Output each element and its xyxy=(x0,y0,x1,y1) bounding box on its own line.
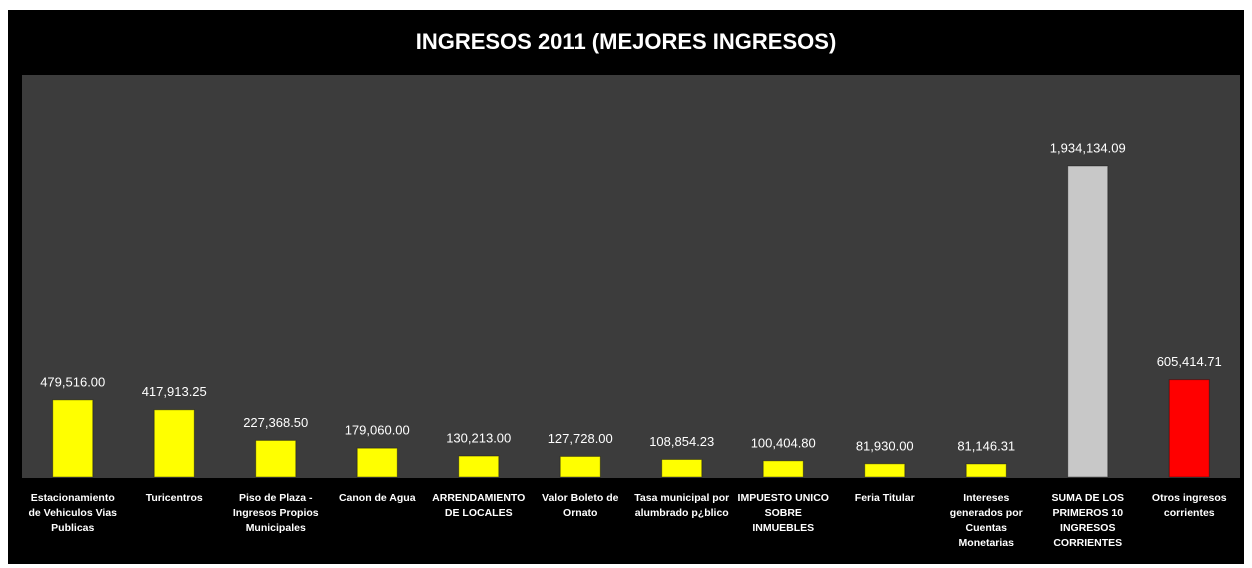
x-tick-label: IMPUESTO UNICO SOBRE INMUEBLES xyxy=(737,492,829,534)
bar xyxy=(255,439,297,478)
value-label: 417,913.25 xyxy=(142,384,207,399)
bar xyxy=(762,460,804,478)
bar xyxy=(1067,165,1109,478)
x-tick-label: Feria Titular xyxy=(854,492,915,504)
value-label: 130,213.00 xyxy=(446,430,511,445)
x-tick-label: Turicentros xyxy=(145,492,203,504)
bar xyxy=(458,455,500,478)
bar xyxy=(661,458,703,478)
x-tick-label: SUMA DE LOS PRIMEROS 10 INGRESOS CORRIEN… xyxy=(1051,492,1125,549)
value-label: 605,414.71 xyxy=(1157,354,1222,369)
x-tick-label: Canon de Agua xyxy=(338,492,416,504)
value-label: 1,934,134.09 xyxy=(1050,140,1126,155)
bar xyxy=(52,399,94,478)
x-tick-label: Intereses generados por Cuentas Monetari… xyxy=(949,492,1023,549)
x-tick-label: Piso de Plaza - Ingresos Propios Municip… xyxy=(232,492,319,534)
bar xyxy=(864,463,906,478)
bar xyxy=(1168,379,1210,478)
value-label: 81,146.31 xyxy=(957,438,1015,453)
bar xyxy=(965,463,1007,478)
x-tick-label: Valor Boleto de Ornato xyxy=(542,492,619,519)
x-tick-label: Tasa municipal por alumbrado p¿blico xyxy=(634,492,730,519)
value-label: 227,368.50 xyxy=(243,415,308,430)
bar xyxy=(356,447,398,478)
x-tick-label: Otros ingresos corrientes xyxy=(1151,492,1227,519)
chart-title: INGRESOS 2011 (MEJORES INGRESOS) xyxy=(416,29,837,54)
value-label: 108,854.23 xyxy=(649,434,714,449)
bar xyxy=(153,409,195,478)
plot-area xyxy=(22,75,1240,478)
bar xyxy=(559,455,601,478)
x-tick-label: ARRENDAMIENTO DE LOCALES xyxy=(432,492,526,519)
value-label: 479,516.00 xyxy=(40,374,105,389)
value-label: 127,728.00 xyxy=(548,431,613,446)
value-label: 100,404.80 xyxy=(751,435,816,450)
value-label: 81,930.00 xyxy=(856,438,914,453)
x-tick-label: Estacionamiento de Vehiculos Vias Public… xyxy=(28,492,118,534)
value-label: 179,060.00 xyxy=(345,423,410,438)
